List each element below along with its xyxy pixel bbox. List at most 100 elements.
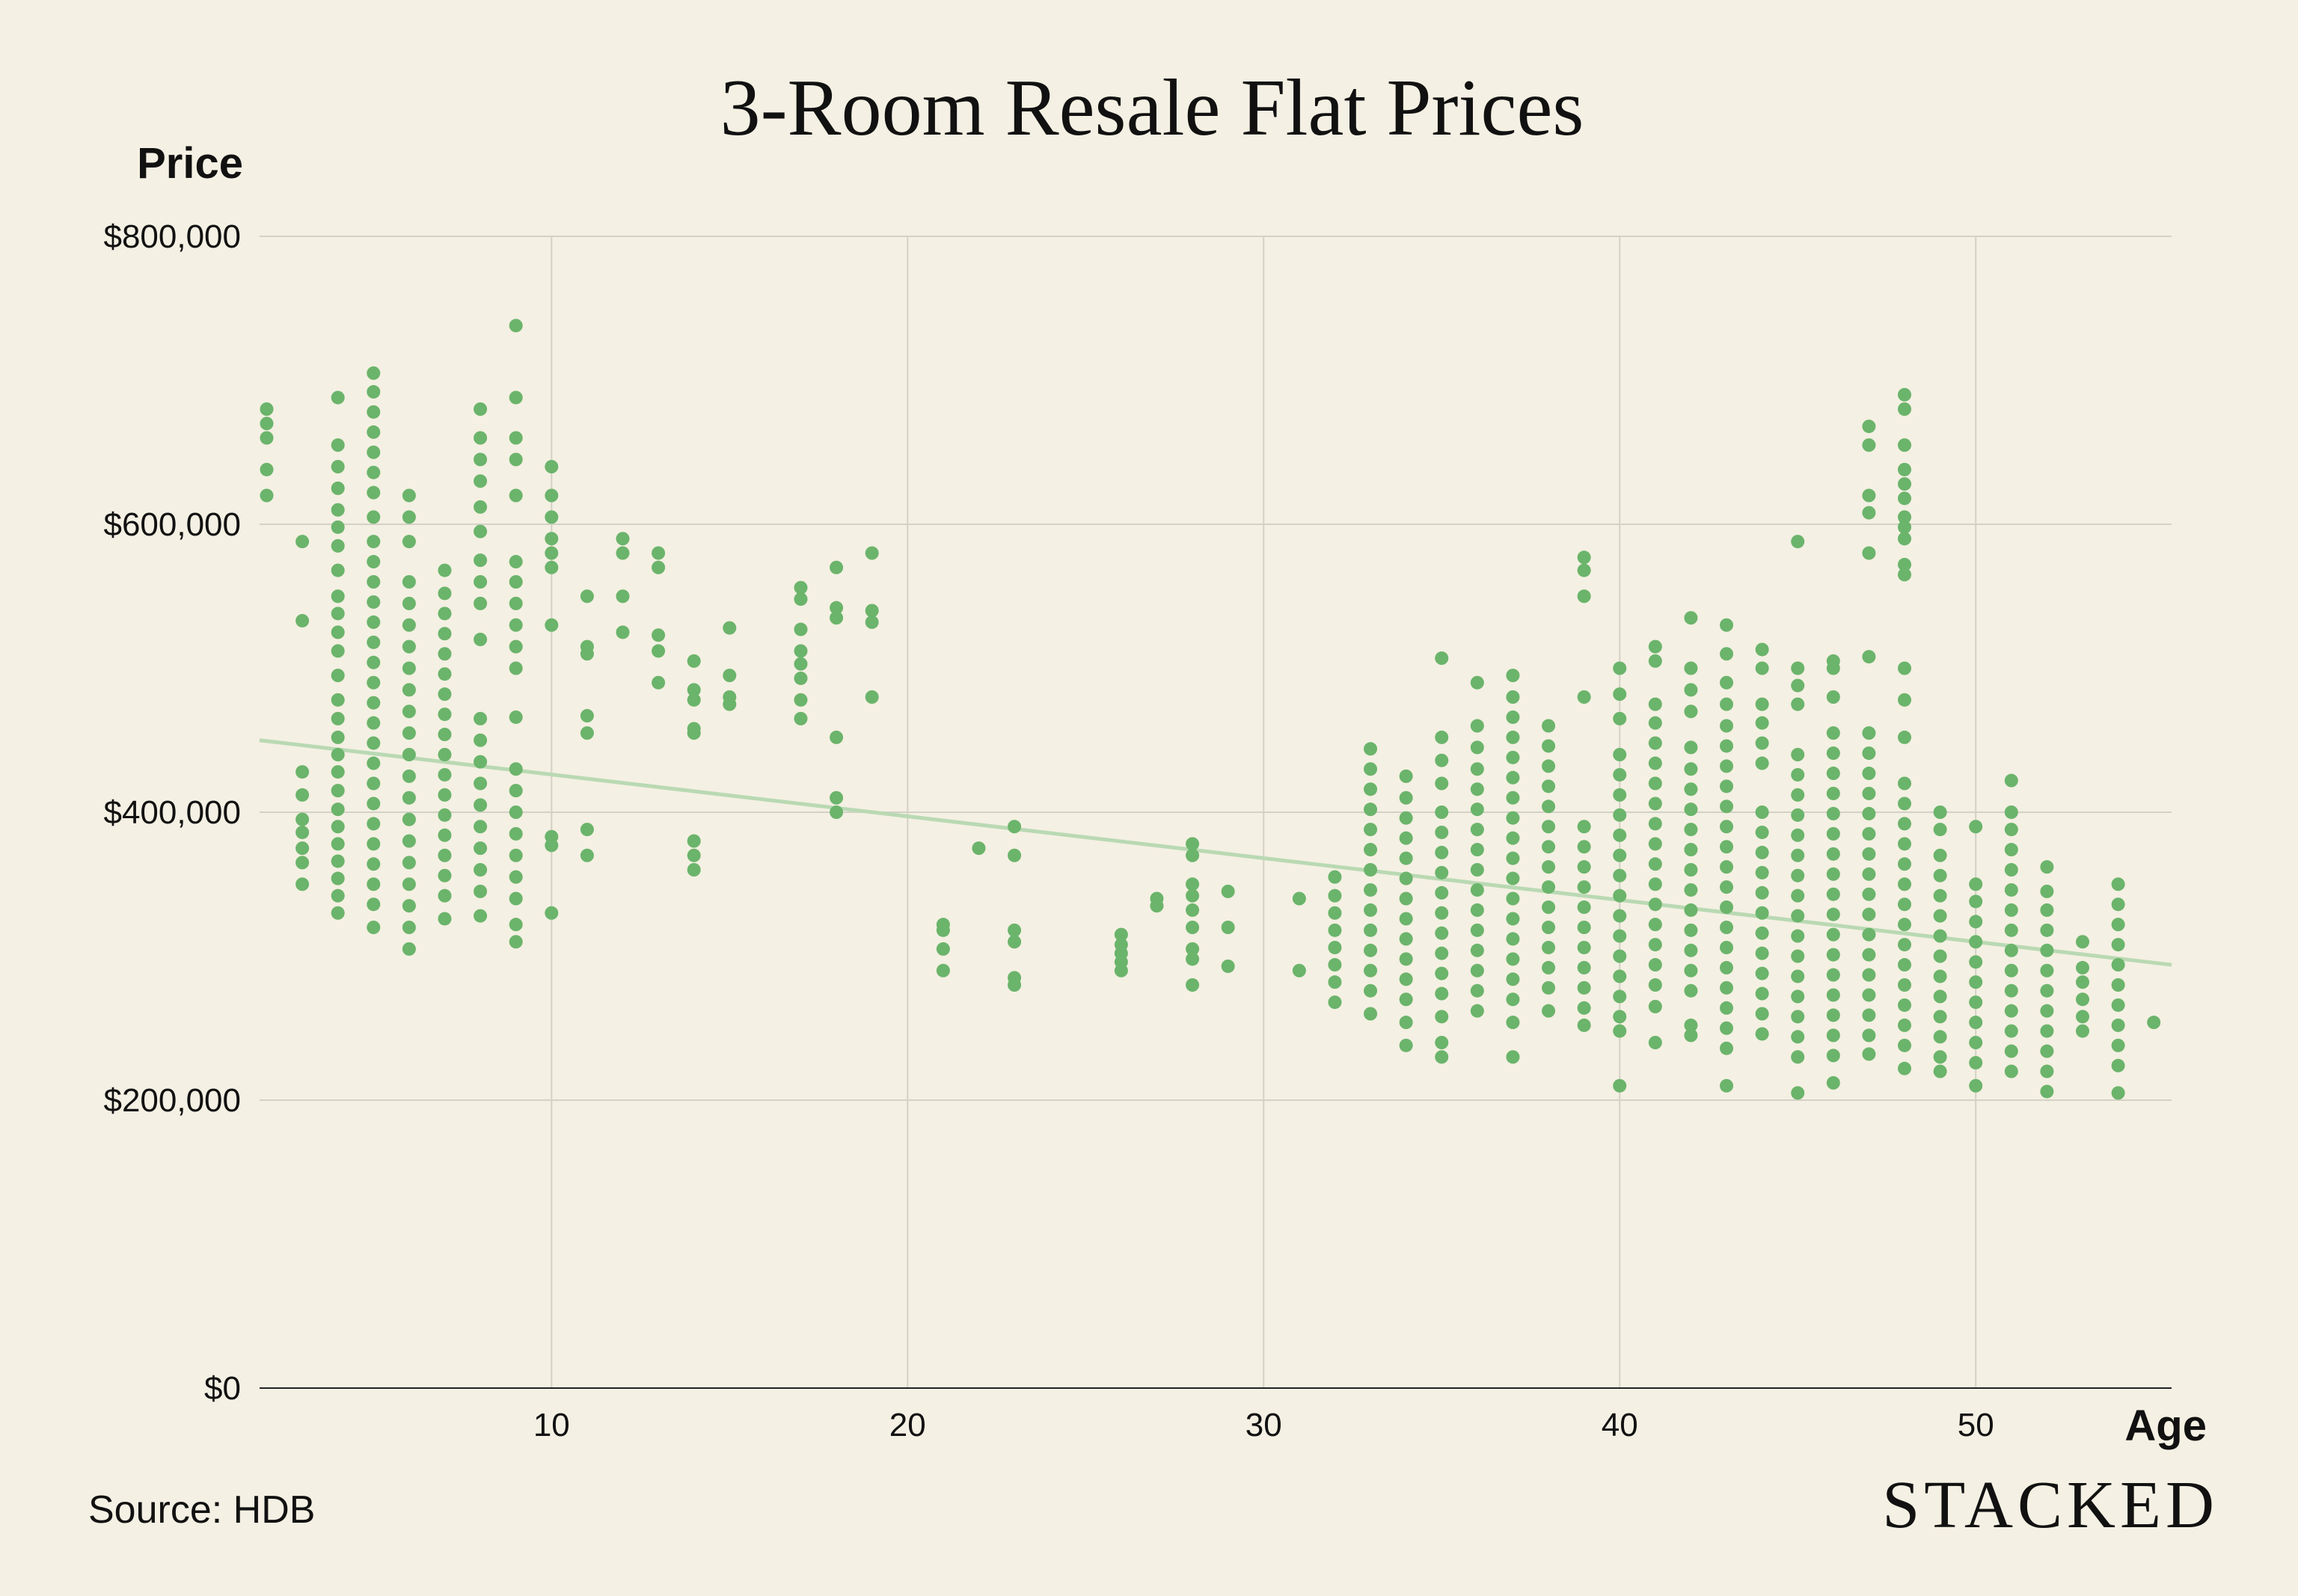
data-point (1399, 891, 1413, 906)
data-point (1862, 1047, 1876, 1061)
data-point (616, 589, 630, 604)
data-point (723, 621, 737, 635)
data-point (2040, 1064, 2054, 1078)
data-point (1826, 767, 1840, 781)
data-point (580, 848, 594, 862)
data-point (1613, 748, 1627, 761)
data-point (1898, 797, 1912, 811)
data-point (2040, 923, 2054, 937)
data-point (402, 877, 416, 891)
data-point (1613, 828, 1627, 842)
data-point (1577, 690, 1591, 704)
data-point (1364, 923, 1378, 937)
data-point (1506, 851, 1520, 865)
data-point (1577, 1018, 1591, 1032)
data-point (1577, 960, 1591, 975)
data-point (1755, 805, 1769, 819)
data-point (402, 726, 416, 740)
data-point (1684, 1028, 1698, 1043)
data-point (830, 805, 844, 819)
data-point (509, 918, 523, 932)
data-point (830, 560, 844, 574)
data-point (1720, 921, 1734, 934)
data-point (402, 639, 416, 654)
x-axis-title: Age (2124, 1402, 2207, 1450)
data-point (260, 488, 274, 503)
data-point (1506, 1050, 1520, 1064)
data-point (1613, 969, 1627, 983)
data-point (2111, 998, 2125, 1012)
data-point (509, 891, 523, 906)
data-point (474, 596, 488, 610)
data-point (652, 560, 666, 574)
data-point (1506, 750, 1520, 764)
data-point (794, 580, 808, 595)
data-point (1862, 420, 1876, 434)
data-point (1684, 740, 1698, 755)
data-point (1542, 820, 1556, 834)
data-point (438, 788, 452, 802)
data-point (1435, 906, 1449, 920)
data-point (438, 607, 452, 621)
data-point (1791, 661, 1805, 675)
data-point (1862, 968, 1876, 982)
data-point (2040, 1024, 2054, 1038)
data-point (2004, 943, 2018, 957)
data-point (1933, 848, 1947, 862)
data-point (1755, 986, 1769, 1001)
data-point (1364, 943, 1378, 957)
data-point (331, 765, 345, 779)
data-point (1898, 510, 1912, 524)
data-point (1435, 946, 1449, 960)
data-point (1755, 966, 1769, 980)
data-point (474, 402, 488, 416)
data-point (367, 535, 381, 549)
data-point (438, 667, 452, 681)
data-point (1435, 776, 1449, 791)
trendline-group (259, 738, 2172, 967)
data-point (331, 607, 345, 621)
data-point (509, 661, 523, 675)
data-point (474, 474, 488, 488)
data-point (580, 726, 594, 740)
data-point (1470, 782, 1484, 797)
data-point (1755, 736, 1769, 750)
data-point (438, 868, 452, 883)
data-point (331, 888, 345, 903)
data-point (1791, 697, 1805, 711)
data-point (1613, 989, 1627, 1004)
data-point (1648, 918, 1662, 932)
data-point (2111, 877, 2125, 891)
data-point (1577, 940, 1591, 954)
data-point (2040, 860, 2054, 874)
data-point (1364, 883, 1378, 897)
data-point (1364, 782, 1378, 797)
data-point (1684, 611, 1698, 625)
data-point (474, 798, 488, 812)
data-point (616, 546, 630, 560)
data-point (1826, 988, 1840, 1002)
data-point (2040, 983, 2054, 998)
data-point (1826, 806, 1840, 820)
data-point (367, 857, 381, 871)
data-point (652, 546, 666, 560)
data-point (1933, 989, 1947, 1004)
data-point (1506, 811, 1520, 825)
data-point (1186, 848, 1200, 862)
data-point (1755, 1027, 1769, 1041)
data-point (1969, 1078, 1983, 1093)
data-point (1755, 886, 1769, 900)
data-point (1577, 1001, 1591, 1015)
data-point (474, 884, 488, 898)
data-point (545, 546, 559, 560)
data-point (1221, 884, 1235, 898)
data-point (509, 575, 523, 589)
data-point (509, 935, 523, 949)
data-point (2004, 1044, 2018, 1058)
data-point (1862, 927, 1876, 942)
data-point (1755, 825, 1769, 839)
data-point (2111, 958, 2125, 972)
data-point (438, 708, 452, 722)
data-point (1862, 438, 1876, 452)
